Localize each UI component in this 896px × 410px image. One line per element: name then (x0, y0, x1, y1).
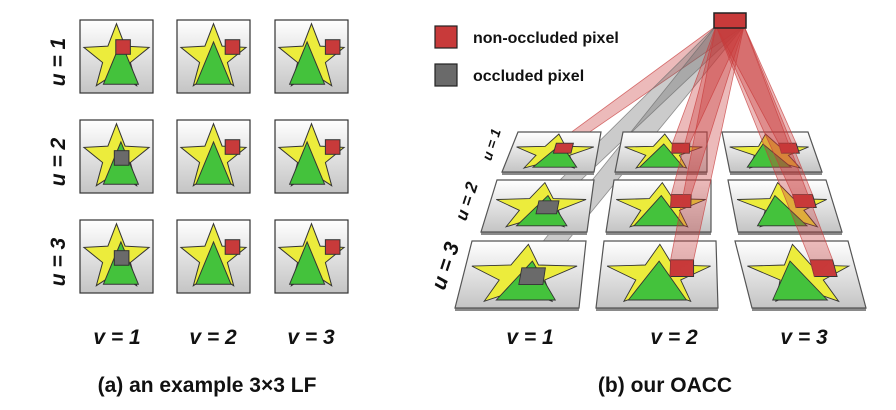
occluded-pixel (535, 200, 560, 215)
oacc-view-tile (480, 179, 595, 235)
triangle-shape (288, 40, 326, 85)
oacc-view-tile (734, 240, 867, 311)
triangle-shape (632, 194, 685, 227)
legend-label-non-occluded: non-occluded pixel (473, 30, 619, 47)
non-occluded-pixel (552, 142, 574, 154)
triangle-shape (288, 140, 326, 185)
panel-a-col-label-1: v = 1 (93, 326, 140, 349)
reference-pixel (713, 12, 747, 29)
panel-a-caption: (a) an example 3×3 LF (98, 374, 317, 397)
oacc-view-tile (721, 131, 823, 175)
panel-b-col-label-1: v = 1 (506, 326, 553, 349)
triangle-shape (531, 143, 578, 168)
legend: non-occluded pixel occluded pixel (434, 25, 619, 87)
legend-swatch-occluded (434, 63, 458, 87)
panel-b-oacc-diagram: non-occluded pixel occluded pixel u = 1 … (427, 12, 867, 397)
oacc-view-tile (614, 131, 708, 175)
lf-view-tile (274, 119, 349, 194)
panel-b-col-label-2: v = 2 (650, 326, 698, 349)
lf-view-tile (79, 119, 154, 194)
triangle-shape (102, 40, 140, 85)
panel-b-col-label-3: v = 3 (780, 326, 828, 349)
occluded-pixel (113, 150, 130, 166)
lf-view-tile (79, 19, 154, 94)
oacc-view-tile (605, 179, 712, 235)
non-occluded-pixel (115, 39, 131, 55)
panel-b-caption: (b) our OACC (598, 374, 732, 397)
triangle-shape (195, 40, 232, 85)
triangle-shape (627, 260, 688, 301)
lf-view-tile (79, 219, 154, 294)
lf-view-tile (274, 19, 349, 94)
panel-a-row-label-3: u = 3 (47, 237, 70, 286)
panel-a-col-label-3: v = 3 (287, 326, 335, 349)
lf-view-tile (176, 19, 251, 94)
triangle-shape (756, 194, 809, 227)
occluded-pixel (518, 267, 546, 286)
lf-view-tile (176, 119, 251, 194)
non-occluded-pixel (324, 239, 341, 255)
oacc-view-tile (727, 179, 843, 235)
triangle-shape (638, 143, 685, 168)
panel-a-row-label-1: u = 1 (47, 38, 70, 86)
panel-b-row-label-1: u = 1 (479, 126, 504, 162)
non-occluded-pixel (224, 139, 241, 155)
oacc-view-tile (454, 240, 587, 311)
legend-swatch-non-occluded (434, 25, 458, 49)
lf-view-tile (274, 219, 349, 294)
panel-b-row-label-2: u = 2 (452, 179, 482, 223)
triangle-shape (288, 240, 326, 285)
non-occluded-pixel (224, 39, 241, 55)
panel-a-col-label-2: v = 2 (189, 326, 237, 349)
triangle-shape (195, 140, 232, 185)
lf-view-tile (176, 219, 251, 294)
triangle-shape (746, 143, 793, 168)
non-occluded-pixel (224, 239, 241, 255)
panel-b-row-label-3: u = 3 (427, 239, 464, 292)
non-occluded-pixel (324, 139, 341, 155)
panel-a-light-field-grid: u = 1 u = 2 u = 3 v = 1 v = 2 v = 3 (a) … (47, 19, 349, 397)
triangle-shape (195, 240, 232, 285)
oacc-view-tile (595, 240, 719, 311)
non-occluded-pixel (324, 39, 341, 55)
oacc-view-tile (501, 131, 602, 175)
panel-a-row-label-2: u = 2 (47, 137, 70, 186)
legend-label-occluded: occluded pixel (473, 68, 584, 85)
triangle-shape (772, 260, 829, 301)
occluded-pixel (113, 250, 130, 266)
